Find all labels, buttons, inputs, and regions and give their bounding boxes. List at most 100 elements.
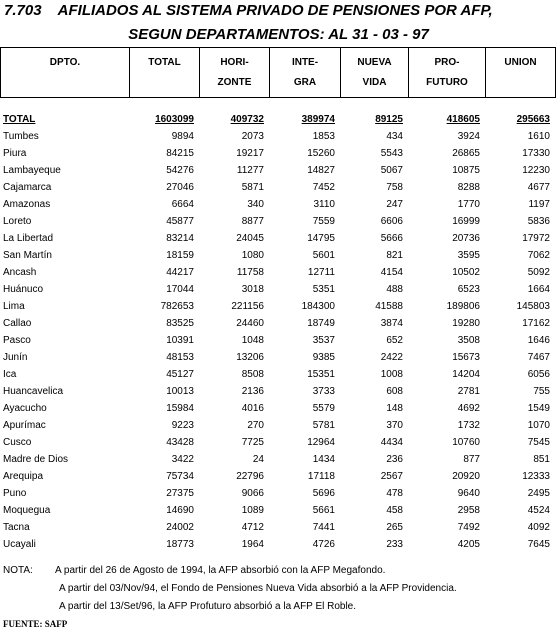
cell-horizonte: 13206: [236, 352, 264, 363]
cell-name: Junín: [3, 352, 28, 363]
cell-union: 851: [533, 454, 550, 465]
cell-profuturo: 3508: [457, 335, 480, 346]
cell-union: 1549: [527, 403, 550, 414]
cell-horizonte: 409732: [230, 114, 264, 125]
cell-profuturo: 10502: [452, 267, 480, 278]
cell-integra: 1853: [312, 131, 335, 142]
cell-nueva-vida: 247: [386, 199, 403, 210]
cell-horizonte: 1089: [241, 505, 264, 516]
cell-integra: 17118: [307, 471, 335, 482]
cell-name: Madre de Dios: [3, 454, 69, 465]
source-note: FUENTE: SAFP: [3, 619, 68, 629]
cell-profuturo: 4692: [457, 403, 480, 414]
cell-union: 17330: [522, 148, 550, 159]
cell-profuturo: 1770: [457, 199, 480, 210]
table-row: Ayacucho 15984 4016 5579 148 4692 1549: [0, 400, 555, 417]
cell-nueva-vida: 233: [386, 539, 403, 550]
cell-integra: 7452: [312, 182, 335, 193]
cell-profuturo: 2781: [457, 386, 480, 397]
cell-profuturo: 20920: [452, 471, 480, 482]
cell-nueva-vida: 4154: [380, 267, 403, 278]
cell-nueva-vida: 3874: [380, 318, 403, 329]
cell-total: 1603099: [155, 114, 194, 125]
cell-horizonte: 1964: [241, 539, 264, 550]
table-row: Amazonas 6664 340 3110 247 1770 1197: [0, 196, 555, 213]
notes-section: NOTA: A partir del 26 de Agosto de 1994,…: [3, 562, 457, 616]
cell-horizonte: 8877: [241, 216, 264, 227]
header-union: UNION: [485, 47, 556, 98]
cell-integra: 15351: [307, 369, 335, 380]
cell-nueva-vida: 6606: [380, 216, 403, 227]
cell-horizonte: 11758: [236, 267, 264, 278]
cell-union: 17972: [522, 233, 550, 244]
cell-integra: 5579: [312, 403, 335, 414]
cell-profuturo: 20736: [452, 233, 480, 244]
cell-total: 3422: [171, 454, 194, 465]
cell-total: 45877: [166, 216, 194, 227]
cell-integra: 3537: [312, 335, 335, 346]
cell-nueva-vida: 821: [386, 250, 403, 261]
cell-total: 83214: [166, 233, 194, 244]
cell-total: 43428: [166, 437, 194, 448]
cell-total: 15984: [166, 403, 194, 414]
cell-nueva-vida: 608: [386, 386, 403, 397]
cell-total: 10391: [166, 335, 194, 346]
cell-profuturo: 2958: [457, 505, 480, 516]
cell-integra: 7441: [312, 522, 335, 533]
table-row: San Martín 18159 1080 5601 821 3595 7062: [0, 247, 555, 264]
cell-horizonte: 3018: [241, 284, 264, 295]
cell-name: Lima: [3, 301, 25, 312]
cell-total: 10013: [166, 386, 194, 397]
cell-union: 295663: [516, 114, 550, 125]
cell-horizonte: 4016: [241, 403, 264, 414]
cell-integra: 184300: [301, 301, 335, 312]
cell-nueva-vida: 5067: [380, 165, 403, 176]
cell-union: 145803: [516, 301, 550, 312]
cell-nueva-vida: 488: [386, 284, 403, 295]
table-title-line2: SEGUN DEPARTAMENTOS: AL 31 - 03 - 97: [128, 26, 429, 43]
cell-integra: 14795: [307, 233, 335, 244]
cell-union: 6056: [527, 369, 550, 380]
cell-profuturo: 8288: [457, 182, 480, 193]
cell-total: 14690: [166, 505, 194, 516]
cell-total: 9894: [171, 131, 194, 142]
cell-name: Pasco: [3, 335, 31, 346]
cell-horizonte: 1080: [241, 250, 264, 261]
cell-name: La Libertad: [3, 233, 54, 244]
cell-union: 5092: [527, 267, 550, 278]
cell-name: Puno: [3, 488, 27, 499]
cell-name: TOTAL: [3, 114, 36, 125]
cell-union: 1070: [527, 420, 550, 431]
cell-integra: 9385: [312, 352, 335, 363]
cell-name: Amazonas: [3, 199, 51, 210]
table-row: Huancavelica 10013 2136 3733 608 2781 755: [0, 383, 555, 400]
cell-name: Loreto: [3, 216, 32, 227]
cell-total: 24002: [166, 522, 194, 533]
cell-nueva-vida: 236: [386, 454, 403, 465]
cell-name: Cajamarca: [3, 182, 52, 193]
cell-nueva-vida: 478: [386, 488, 403, 499]
cell-total: 48153: [166, 352, 194, 363]
cell-profuturo: 19280: [452, 318, 480, 329]
cell-name: Ancash: [3, 267, 37, 278]
cell-total: 75734: [166, 471, 194, 482]
cell-nueva-vida: 434: [386, 131, 403, 142]
cell-union: 12230: [522, 165, 550, 176]
cell-nueva-vida: 370: [386, 420, 403, 431]
cell-name: Huánuco: [3, 284, 44, 295]
cell-nueva-vida: 89125: [375, 114, 403, 125]
cell-horizonte: 270: [247, 420, 264, 431]
cell-union: 1610: [527, 131, 550, 142]
cell-integra: 5601: [312, 250, 335, 261]
cell-profuturo: 4205: [457, 539, 480, 550]
cell-total: 27046: [166, 182, 194, 193]
cell-nueva-vida: 265: [386, 522, 403, 533]
cell-profuturo: 189806: [446, 301, 480, 312]
cell-union: 5836: [527, 216, 550, 227]
cell-union: 4092: [527, 522, 550, 533]
cell-profuturo: 10875: [452, 165, 480, 176]
cell-total: 54276: [166, 165, 194, 176]
table-row: Moquegua 14690 1089 5661 458 2958 4524: [0, 502, 555, 519]
cell-integra: 15260: [307, 148, 335, 159]
cell-horizonte: 7725: [241, 437, 264, 448]
